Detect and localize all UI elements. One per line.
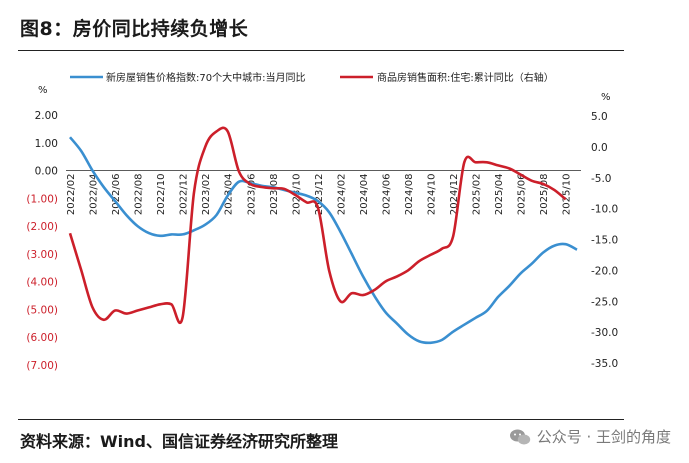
left-tick-label: (3.00) [26,249,58,261]
x-tick-label: 2022/12 [179,174,190,216]
right-tick-label: -30.0 [591,327,618,339]
left-axis-ticks: 2.00 1.00 0.00 (1.00) (2.00) (3.00) (4.00) (5.0… [26,110,58,372]
x-tick-label: 2024/02 [336,174,347,216]
x-tick-label: 2022/02 [66,174,77,216]
left-tick-label: 0.00 [35,166,58,178]
x-tick-label: 2025/04 [494,174,505,216]
bottom-divider [18,419,624,420]
x-axis-ticks: 2022/02 2022/04 2022/06 2022/08 2022/10 2022/… [66,174,573,216]
left-axis-unit: % [38,85,48,96]
series-group [66,126,581,345]
left-tick-label: (6.00) [26,332,58,344]
right-axis-unit: % [601,92,611,103]
watermark-text: 公众号 · 王剑的角度 [536,428,671,446]
left-tick-label: (2.00) [26,221,58,233]
line-chart: 新房屋销售价格指数:70个大中城市:当月同比 商品房销售面积:住宅:累计同比（右… [26,71,618,372]
legend-label-sales: 商品房销售面积:住宅:累计同比（右轴） [377,71,554,84]
legend: 新房屋销售价格指数:70个大中城市:当月同比 商品房销售面积:住宅:累计同比（右… [70,71,554,84]
right-tick-label: -5.0 [591,173,612,185]
right-axis-ticks: 5.0 0.0 -5.0 -10.0 -15.0 -20.0 -25.0 -30.0 -35.0 [591,111,618,370]
x-tick-label: 2023/02 [201,174,212,216]
right-tick-label: -20.0 [591,265,618,277]
chart-title: 图8：房价同比持续负增长 [20,18,249,40]
x-tick-label: 2024/10 [427,174,438,216]
x-tick-label: 2025/02 [472,174,483,216]
right-tick-label: -25.0 [591,296,618,308]
x-tick-label: 2022/04 [89,174,100,216]
x-tick-label: 2024/08 [404,174,415,216]
legend-label-price: 新房屋销售价格指数:70个大中城市:当月同比 [106,71,305,84]
x-tick-label: 2024/04 [359,174,370,216]
series-line-price-index [68,136,578,345]
x-tick-label: 2023/06 [246,174,257,216]
watermark: 公众号 · 王剑的角度 [509,426,671,447]
x-tick-label: 2022/06 [111,174,122,216]
x-tick-label: 2025/06 [517,174,528,216]
left-tick-label: (1.00) [26,193,58,205]
left-tick-label: (4.00) [26,277,58,289]
right-tick-label: 0.0 [591,142,608,154]
left-tick-label: 1.00 [35,138,58,150]
series-line-sales-area [68,126,567,325]
x-tick-label: 2024/06 [381,174,392,216]
x-tick-label: 2025/08 [539,174,550,216]
left-tick-label: 2.00 [35,110,58,122]
x-tick-label: 2022/10 [156,174,167,216]
source-note: 资料来源：Wind、国信证券经济研究所整理 [20,432,338,451]
right-tick-label: 5.0 [591,111,608,123]
x-tick-label: 2025/10 [562,174,573,216]
wechat-icon [509,429,530,444]
left-tick-label: (5.00) [26,304,58,316]
x-tick-label: 2023/12 [314,174,325,216]
x-tick-label: 2023/08 [269,174,280,216]
right-tick-label: -35.0 [591,358,618,370]
right-tick-label: -15.0 [591,235,618,247]
x-tick-label: 2022/08 [134,174,145,216]
right-tick-label: -10.0 [591,204,618,216]
x-tick-label: 2024/12 [449,174,460,216]
left-tick-label: (7.00) [26,360,58,372]
top-divider [18,50,624,51]
